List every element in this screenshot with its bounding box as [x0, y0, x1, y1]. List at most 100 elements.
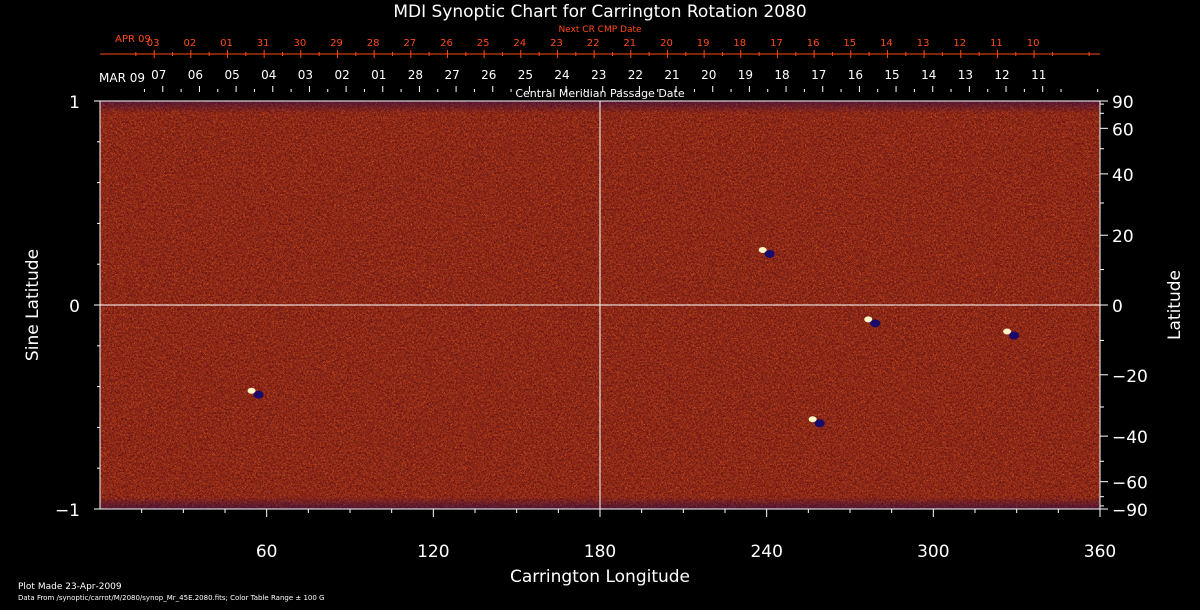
- bipolar-region-south: [808, 416, 825, 428]
- left-tick-label: 0: [69, 297, 80, 317]
- y2-axis-title: Latitude: [1165, 270, 1185, 340]
- bottom-tick-label: 300: [917, 542, 949, 562]
- cmp-date-label: 25: [518, 68, 533, 82]
- next-cr-date-label: 01: [220, 38, 233, 49]
- plot-made-text: Plot Made 23‑Apr‑2009: [18, 582, 122, 592]
- cmp-date-label: 28: [408, 68, 423, 82]
- small-region-west-positive: [247, 387, 256, 394]
- cmp-date-label: 01: [371, 68, 386, 82]
- cmp-date-label: 15: [884, 68, 899, 82]
- bottom-tick-label: 180: [584, 542, 616, 562]
- cmp-date-label: 22: [628, 68, 643, 82]
- next-cr-date-label: 30: [293, 38, 306, 49]
- next-cr-date-label: 03: [147, 38, 160, 49]
- cmp-date-label: 20: [701, 68, 716, 82]
- small-region-north-positive: [758, 246, 767, 253]
- bipolar-region-south-negative: [814, 419, 825, 428]
- cmp-date-label: 18: [774, 68, 789, 82]
- next-cr-date-label: 11: [990, 38, 1003, 49]
- next-cr-date-label: 31: [257, 38, 270, 49]
- cmp-date-label: 04: [261, 68, 276, 82]
- next-cr-date-label: 27: [403, 38, 416, 49]
- small-region-west: [247, 387, 264, 399]
- cmp-date-label: 14: [921, 68, 936, 82]
- next-cr-date-label: 14: [880, 38, 893, 49]
- small-region-east-positive: [1003, 328, 1012, 335]
- right-tick-label: −40: [1112, 428, 1148, 448]
- cmp-date-label: 19: [738, 68, 753, 82]
- right-axis: 90 60 40 20 0 −20 −40 −60 −90: [1100, 93, 1148, 521]
- next-cr-date-label: 26: [440, 38, 453, 49]
- next-cr-date-label: 10: [1027, 38, 1040, 49]
- next-cr-date-label: 24: [513, 38, 526, 49]
- cmp-date-label: 26: [481, 68, 496, 82]
- bottom-tick-label: 120: [417, 542, 449, 562]
- cmp-date-label: 17: [811, 68, 826, 82]
- right-tick-label: −60: [1112, 474, 1148, 494]
- small-region-north-negative: [764, 249, 775, 258]
- right-tick-label: 40: [1112, 166, 1134, 186]
- cmp-date-label: 11: [1031, 68, 1046, 82]
- bottom-tick-label: 240: [750, 542, 782, 562]
- next-cr-date-label: 19: [697, 38, 710, 49]
- next-cr-date-label: 16: [807, 38, 820, 49]
- next-cr-date-label: 20: [660, 38, 673, 49]
- cmp-date-label: 06: [188, 68, 203, 82]
- next-cr-date-label: 13: [917, 38, 930, 49]
- chart-title: MDI Synoptic Chart for Carrington Rotati…: [393, 2, 806, 22]
- right-tick-label: −90: [1112, 501, 1148, 521]
- next-cr-date-label: 17: [770, 38, 783, 49]
- right-tick-label: 90: [1112, 93, 1134, 113]
- cmp-date-label: 07: [151, 68, 166, 82]
- left-tick-label: 1: [69, 93, 80, 113]
- small-region-east-negative: [1009, 331, 1020, 340]
- next-cr-date-label: 12: [953, 38, 966, 49]
- cmp-date-label: 13: [958, 68, 973, 82]
- right-tick-label: −20: [1112, 367, 1148, 387]
- cmp-axis-label: Central Meridian Passage Date: [515, 87, 684, 100]
- next-cr-date-label: 22: [587, 38, 600, 49]
- x-axis-title: Carrington Longitude: [510, 567, 690, 587]
- bipolar-region-north-positive: [864, 316, 873, 323]
- next-cr-date-label: 21: [623, 38, 636, 49]
- next-cr-axis: Next CR CMP Date APR 09 03 02 01 31 30 29 28 27…: [100, 25, 1100, 58]
- bipolar-region-north: [864, 316, 881, 328]
- right-tick-label: 60: [1112, 120, 1134, 140]
- cmp-date-label: 05: [224, 68, 239, 82]
- cmp-date-label: 16: [848, 68, 863, 82]
- magnetogram-map: [99, 100, 1101, 510]
- next-cr-date-label: 28: [367, 38, 380, 49]
- right-tick-label: 20: [1112, 227, 1134, 247]
- bottom-tick-label: 360: [1084, 542, 1116, 562]
- small-region-east: [1003, 328, 1020, 340]
- next-cr-date-label: 15: [843, 38, 856, 49]
- cmp-date-label: 02: [334, 68, 349, 82]
- cmp-axis: MAR 09 07 06 05 04 03 02 01 28 27 26 25 24 23 22 21 20 1…: [99, 68, 1099, 100]
- small-region-west-negative: [253, 390, 264, 399]
- cmp-date-label: 23: [591, 68, 606, 82]
- next-cr-axis-label: Next CR CMP Date: [558, 25, 642, 35]
- y-axis-title: Sine Latitude: [23, 249, 43, 361]
- cmp-date-label: 27: [444, 68, 459, 82]
- next-cr-date-label: 29: [330, 38, 343, 49]
- cmp-month-label: MAR 09: [99, 71, 145, 85]
- next-cr-date-label: 23: [550, 38, 563, 49]
- cmp-date-label: 03: [298, 68, 313, 82]
- bottom-axis: 60 120 180 240 300 360: [141, 509, 1116, 562]
- next-cr-date-label: 25: [477, 38, 490, 49]
- next-cr-date-label: 18: [733, 38, 746, 49]
- left-axis: 1 0 −1: [55, 93, 100, 521]
- next-cr-month-label: APR 09: [115, 34, 151, 45]
- small-region-north: [758, 246, 775, 258]
- cmp-date-label: 24: [554, 68, 569, 82]
- data-source-text: Data From /synoptic/carrot/M/2080/synop_…: [18, 594, 324, 602]
- left-tick-label: −1: [55, 501, 80, 521]
- bottom-tick-label: 60: [256, 542, 278, 562]
- cmp-date-label: 12: [994, 68, 1009, 82]
- cmp-date-label: 21: [664, 68, 679, 82]
- right-tick-label: 0: [1112, 297, 1123, 317]
- next-cr-date-label: 02: [183, 38, 196, 49]
- bipolar-region-north-negative: [870, 319, 881, 328]
- bipolar-region-south-positive: [808, 416, 817, 423]
